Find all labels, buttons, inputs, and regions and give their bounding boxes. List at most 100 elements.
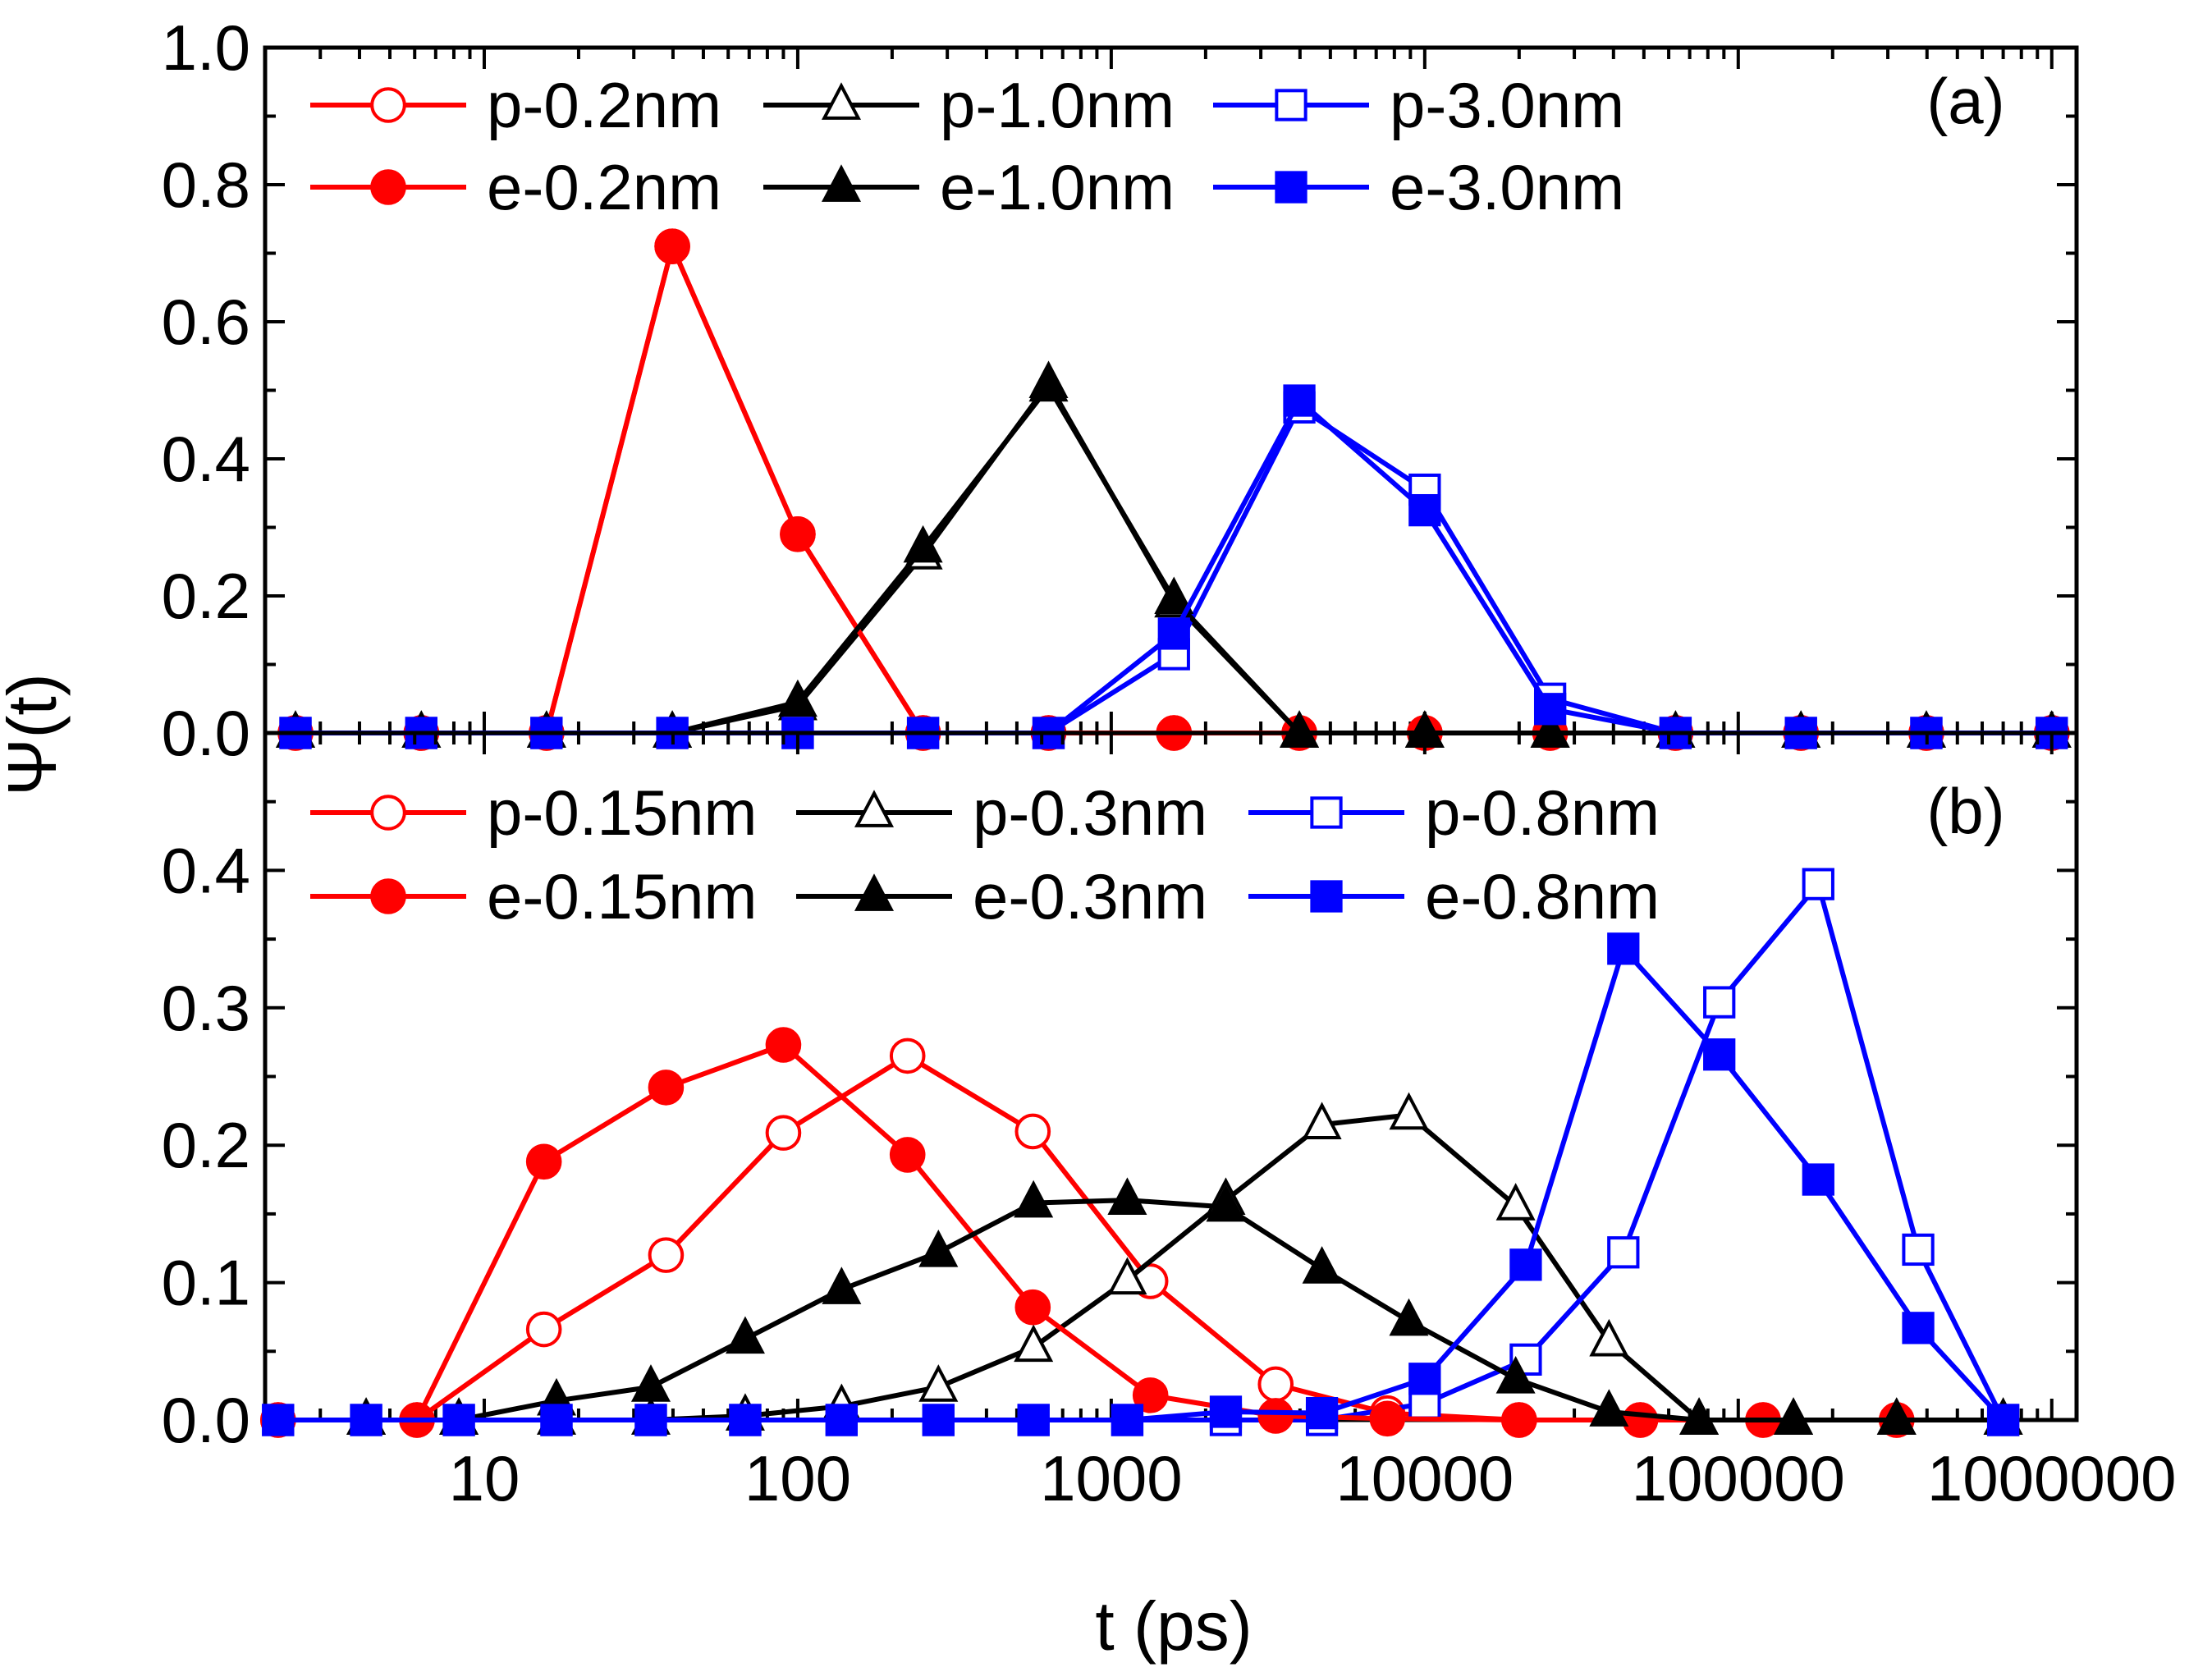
y-tick-label: 0.1 xyxy=(162,1247,250,1319)
data-point xyxy=(1389,1092,1429,1130)
y-tick-label: 1.0 xyxy=(162,11,250,84)
data-point xyxy=(540,1404,573,1436)
y-tick-label: 0.6 xyxy=(162,286,250,358)
data-point xyxy=(889,1038,926,1074)
series-p-1-0nm xyxy=(276,360,2072,748)
series-line xyxy=(366,1112,2004,1422)
data-point xyxy=(1589,1389,1629,1427)
data-point xyxy=(729,1404,762,1436)
data-point xyxy=(1305,1396,1339,1430)
data-point xyxy=(1876,1397,1917,1435)
y-tick-label: 0.0 xyxy=(162,1384,250,1456)
series-p-0-15nm xyxy=(260,1038,1915,1438)
legend-label: e-1.0nm xyxy=(940,151,1175,223)
legend-label: e-0.3nm xyxy=(973,860,1207,932)
panel-tag: (a) xyxy=(1926,65,2004,137)
data-point xyxy=(1902,1312,1935,1344)
panel-tag: (b) xyxy=(1926,775,2004,847)
y-tick-label: 0.2 xyxy=(162,1109,250,1181)
legend-label: e-0.2nm xyxy=(487,151,721,223)
data-point xyxy=(889,1137,926,1173)
legend-marker xyxy=(370,87,406,123)
data-point xyxy=(350,1404,382,1436)
data-point xyxy=(1533,693,1567,726)
legend-marker xyxy=(821,82,862,120)
legend-item: p-0.3nm xyxy=(796,776,1207,849)
x-tick-label: 1000000 xyxy=(1927,1442,2177,1514)
data-point xyxy=(1902,1233,1935,1267)
series-e-0-8nm xyxy=(262,932,2020,1436)
data-point xyxy=(1369,1400,1406,1437)
data-point xyxy=(1408,493,1441,527)
data-point xyxy=(634,1404,667,1436)
legend-marker xyxy=(1310,880,1343,913)
series-e-3-0nm xyxy=(279,384,2068,749)
legend: p-0.15nm p-0.3nm p-0.8nm e-0.15nm e-0.3nm e-0… xyxy=(310,776,1660,932)
series-e-0-15nm xyxy=(260,1027,1915,1438)
data-point xyxy=(1302,1102,1342,1139)
legend-item: e-0.3nm xyxy=(796,860,1207,932)
series-p-3-0nm xyxy=(279,391,2068,749)
x-tick-labels: 10 100 1000 10000 100000 1000000 xyxy=(449,1442,2177,1514)
data-point xyxy=(442,1404,475,1436)
data-point xyxy=(1280,710,1320,748)
y-tick-label: 0.8 xyxy=(162,149,250,221)
legend-label: p-3.0nm xyxy=(1390,69,1624,141)
panel-a: 0.0 0.2 0.4 0.6 0.8 1.0 p-0.2nm p-1.0nm p-3.0nm e… xyxy=(162,11,2079,769)
legend-item: p-0.2nm xyxy=(310,69,721,141)
legend-item: e-0.15nm xyxy=(310,860,758,932)
data-point xyxy=(1607,1236,1640,1269)
data-point xyxy=(1206,1184,1246,1222)
legend-item: p-3.0nm xyxy=(1213,69,1624,141)
data-point xyxy=(648,1237,685,1273)
data-point xyxy=(1014,1289,1051,1326)
data-point xyxy=(1495,1356,1536,1394)
legend-item: e-1.0nm xyxy=(763,151,1175,223)
data-point xyxy=(1986,1404,2020,1436)
legend-item: e-3.0nm xyxy=(1213,151,1624,223)
legend-label: e-0.15nm xyxy=(487,860,758,932)
data-point xyxy=(918,1230,959,1267)
data-point xyxy=(648,1070,685,1106)
data-point xyxy=(1302,1246,1342,1284)
data-point xyxy=(1509,1248,1542,1281)
data-point xyxy=(777,679,817,717)
data-point xyxy=(525,1143,562,1180)
data-point xyxy=(1509,1343,1542,1376)
legend-marker xyxy=(854,873,895,911)
data-point xyxy=(262,1404,295,1436)
data-point xyxy=(1389,1298,1429,1336)
legend-item: e-0.2nm xyxy=(310,151,721,223)
y-tick-label: 0.4 xyxy=(162,423,250,495)
x-tick-label: 100 xyxy=(744,1442,851,1514)
data-point xyxy=(1028,364,1069,402)
data-point xyxy=(1495,1183,1536,1221)
y-axis-title: Ψ(t) xyxy=(0,673,71,795)
panel-b: 0.0 0.1 0.2 0.3 0.4 p-0.15nm p-0.3nm p-0.8nm e-0… xyxy=(162,731,2079,1456)
series-p-0-8nm xyxy=(262,868,2020,1436)
data-point xyxy=(1132,1377,1169,1413)
legend-marker xyxy=(1275,171,1308,204)
data-point xyxy=(1283,384,1316,417)
series-p-0-2nm xyxy=(277,228,2070,751)
y-tick-label: 0.4 xyxy=(162,834,250,906)
y-axis: 0.0 0.2 0.4 0.6 0.8 1.0 xyxy=(162,11,2077,769)
series-line xyxy=(277,1042,1897,1422)
data-point xyxy=(1530,710,1570,748)
data-point xyxy=(1157,617,1190,650)
data-point xyxy=(780,516,816,552)
legend-label: p-0.3nm xyxy=(973,776,1207,849)
legend-marker xyxy=(1275,89,1308,121)
legend-item: p-0.8nm xyxy=(1248,776,1660,849)
legend-item: e-0.8nm xyxy=(1248,860,1660,932)
legend-label: p-0.15nm xyxy=(487,776,758,849)
data-point xyxy=(922,1404,955,1436)
data-point xyxy=(1209,1395,1243,1428)
y-tick-label: 0.2 xyxy=(162,560,250,632)
series-layer xyxy=(260,868,2023,1438)
data-point xyxy=(654,228,690,264)
data-point xyxy=(1408,1363,1441,1395)
legend-label: e-0.8nm xyxy=(1425,860,1660,932)
series-line xyxy=(366,1198,2004,1422)
